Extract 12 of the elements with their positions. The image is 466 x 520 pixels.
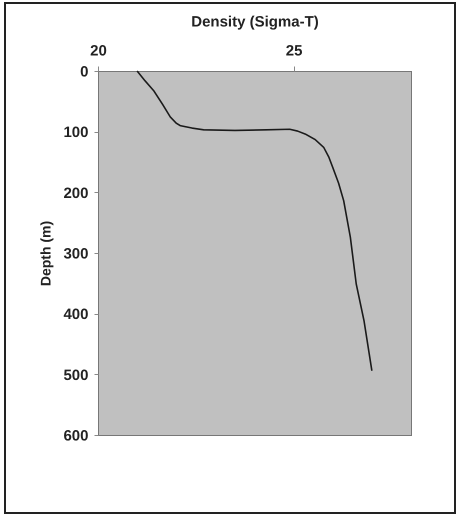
y-tick-label: 100 (63, 124, 88, 142)
x-tick-label: 20 (90, 42, 107, 60)
y-tick-label: 600 (63, 428, 88, 444)
y-axis-title: Depth (m) (37, 220, 54, 286)
x-tick-label: 25 (286, 42, 302, 60)
y-tick-label: 200 (63, 184, 88, 202)
y-tick-label: 500 (63, 366, 88, 384)
x-axis-title: Density (Sigma-T) (191, 14, 319, 30)
y-tick-label: 300 (63, 246, 88, 262)
y-tick-label: 0 (80, 64, 88, 80)
line-series (136, 70, 373, 372)
y-tick-label: 400 (63, 306, 88, 324)
